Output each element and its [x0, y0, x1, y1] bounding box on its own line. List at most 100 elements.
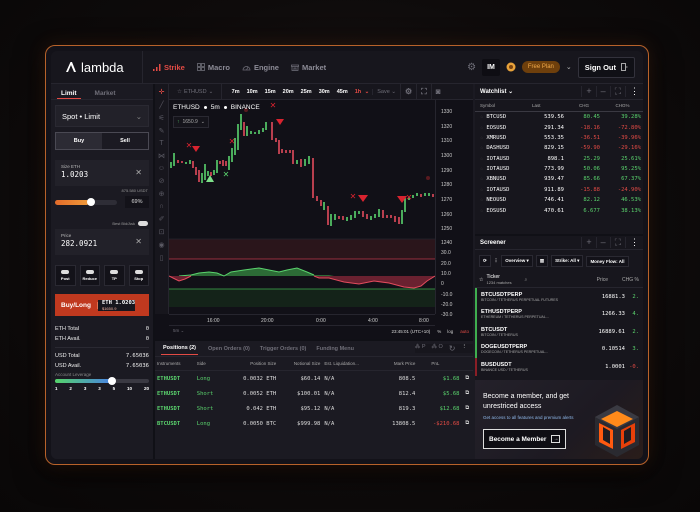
tab-limit[interactable]: Limit: [57, 90, 81, 99]
price-indicator[interactable]: ↑ 1650.9 ⌄: [173, 116, 209, 128]
emoji-icon[interactable]: ☺: [157, 165, 166, 172]
refresh-icon[interactable]: ↻: [448, 344, 456, 353]
watchlist-row[interactable]: ☆ IOTAUSD 773.99 50.06 95.25%: [480, 166, 641, 173]
watchlist-row[interactable]: ☆ NEOUSD 746.41 82.12 46.53%: [480, 197, 641, 204]
watchlist-row[interactable]: ☆ XMRUSD 553.35 -36.51 -39.96%: [480, 134, 641, 141]
star-icon[interactable]: ☆: [480, 114, 484, 121]
table-row[interactable]: ETHUSDT Long 0.0032 ETH $60.14 N/A 808.5 $1.68…: [155, 371, 473, 387]
timeframe-25m[interactable]: 25m: [300, 88, 312, 95]
columns-icon[interactable]: ▥: [535, 255, 549, 267]
expand-icon[interactable]: ⛶: [609, 86, 625, 97]
fullscreen-icon[interactable]: ⛶: [416, 84, 431, 99]
star-icon[interactable]: ☆: [480, 134, 484, 141]
interval-select[interactable]: 5m ⌄: [173, 328, 185, 333]
auto-button[interactable]: auto: [460, 328, 469, 334]
external-link-icon[interactable]: ⧉: [465, 375, 470, 381]
option-reduce[interactable]: Reduce: [79, 265, 100, 286]
star-icon[interactable]: ☆: [480, 155, 484, 162]
leverage-knob[interactable]: [107, 377, 116, 385]
price-input[interactable]: 282.0921: [61, 239, 98, 248]
timeframe-chevron-icon[interactable]: ⌄: [364, 88, 370, 95]
timeframe-10m[interactable]: 10m: [246, 88, 258, 95]
minimize-icon[interactable]: –: [595, 86, 610, 97]
trendline-icon[interactable]: ╱: [159, 102, 164, 109]
timeframe-1h[interactable]: 1h: [354, 88, 362, 95]
expand-icon[interactable]: ⛶: [609, 237, 625, 248]
watchlist-row[interactable]: ☆ EOSUSD 291.34 -18.16 -72.80%: [480, 124, 641, 131]
chevron-down-icon[interactable]: ⌄: [565, 64, 572, 71]
more-menu-icon[interactable]: ⋮: [461, 344, 468, 350]
pattern-icon[interactable]: ⋈: [158, 153, 165, 160]
star-icon[interactable]: ☆: [480, 166, 484, 173]
external-link-icon[interactable]: ⧉: [465, 390, 470, 396]
timeframe-45m[interactable]: 45m: [336, 88, 348, 95]
watchlist-row[interactable]: ☆ BTCUSD 539.56 80.45 39.28%: [480, 114, 641, 121]
star-icon[interactable]: ☆: [480, 176, 484, 183]
screener-row[interactable]: DOGEUSDTPERP DOGECOIN / TETHERUS PERPETUA…: [475, 340, 643, 358]
watchlist-row[interactable]: ☆ IOTAUSD 911.89 -15.88 -24.90%: [480, 186, 641, 193]
tab-trigger-orders[interactable]: Trigger Orders (0): [259, 345, 307, 352]
add-icon[interactable]: +: [581, 86, 595, 97]
text-icon[interactable]: T: [159, 140, 164, 147]
tab-funding-menu[interactable]: Funding Menu: [316, 345, 354, 352]
table-row[interactable]: ETHUSDT Short 0.0052 ETH $100.01 N/A 812.4 $5.…: [155, 386, 473, 401]
star-icon[interactable]: ☆: [480, 124, 484, 131]
tab-open-orders[interactable]: Open Orders (0): [208, 345, 250, 352]
tab-market[interactable]: Market: [94, 90, 116, 97]
symbol-selector[interactable]: ☆ ETHUSD ⌄: [169, 84, 223, 99]
time-axis[interactable]: 16:00 20:00 0:00 4:00 8:00: [169, 314, 435, 326]
timeframe-20m[interactable]: 20m: [282, 88, 294, 95]
zoom-icon[interactable]: ⊕: [158, 191, 165, 198]
log-button[interactable]: log: [447, 328, 454, 334]
table-row[interactable]: BTCUSDT Long 0.0050 BTC $999.98 N/A 13808.5 -$…: [155, 416, 473, 431]
tab-positions[interactable]: Positions (2): [161, 342, 199, 355]
chart-settings-icon[interactable]: ⚙: [399, 84, 416, 99]
price-axis[interactable]: 1330 1320 1310 1300 1290 1280 1270 1260 …: [435, 100, 473, 318]
timeframe-15m[interactable]: 15m: [264, 88, 276, 95]
nav-strike[interactable]: Strike: [153, 63, 185, 72]
become-member-button[interactable]: Become a Member →: [483, 429, 567, 449]
best-bid-ask-toggle[interactable]: [138, 221, 148, 226]
size-field[interactable]: Size ETH 1.0203 ✕: [55, 160, 149, 186]
sign-out-button[interactable]: Sign Out: [577, 56, 635, 78]
plan-badge[interactable]: Free Plan: [521, 61, 560, 73]
save-button[interactable]: Save ⌄: [372, 88, 400, 95]
nav-engine[interactable]: Engine: [242, 63, 279, 72]
slider-knob[interactable]: [87, 198, 96, 206]
price-chart[interactable]: ✕ ✕ ✕ ✕ ✕ ✕: [169, 100, 435, 314]
star-icon[interactable]: ☆: [479, 276, 484, 283]
network-o-button[interactable]: ⁂ O: [431, 344, 443, 350]
size-slider[interactable]: [55, 198, 117, 206]
percent-button[interactable]: %: [437, 328, 442, 334]
clear-icon[interactable]: ✕: [135, 168, 142, 177]
logo[interactable]: lambda: [51, 51, 143, 83]
clear-icon[interactable]: ✕: [135, 237, 142, 246]
brush-icon[interactable]: ✎: [158, 128, 165, 135]
price-field[interactable]: Price 282.0921 ✕: [55, 229, 149, 255]
option-tp[interactable]: TP: [104, 265, 125, 286]
buy-long-button[interactable]: Buy/Long ETH 1.0203 $1650.9: [55, 294, 149, 316]
star-icon[interactable]: ☆: [480, 197, 484, 204]
lock-icon[interactable]: ⊡: [158, 229, 165, 236]
star-icon[interactable]: ☆: [177, 88, 182, 95]
screener-row[interactable]: BTCUSDT BITCOIN / TETHERUS 16889.61 2.: [475, 323, 643, 341]
network-p-button[interactable]: ⁂ P: [414, 344, 426, 350]
order-type-select[interactable]: Spot • Limit ⌄: [55, 105, 149, 127]
buy-button[interactable]: Buy: [56, 133, 102, 149]
magnet-icon[interactable]: ∩: [158, 203, 165, 210]
money-flow-filter[interactable]: Money Flow: All: [586, 255, 629, 267]
pencil-icon[interactable]: ✐: [158, 216, 165, 223]
watchlist-row[interactable]: ☆ EOSUSD 470.61 6.677 38.13%: [480, 207, 641, 214]
size-input[interactable]: 1.0203: [61, 170, 89, 179]
external-link-icon[interactable]: ⧉: [465, 420, 470, 426]
camera-icon[interactable]: ◙: [430, 84, 445, 99]
search-icon[interactable]: ⌕: [524, 276, 528, 283]
trash-icon[interactable]: ▯: [159, 255, 164, 262]
option-post[interactable]: Post: [55, 265, 76, 286]
table-row[interactable]: ETHUSDT Short 0.042 ETH $95.12 N/A 819.3 $12.6…: [155, 401, 473, 416]
nav-macro[interactable]: Macro: [196, 63, 230, 72]
refresh-icon[interactable]: ⟳: [479, 255, 491, 267]
watchlist-title[interactable]: Watchlist ⌄: [480, 89, 514, 95]
collapse-chevrons-icon[interactable]: ⌄: [200, 119, 205, 125]
fib-icon[interactable]: ⚟: [158, 115, 165, 122]
